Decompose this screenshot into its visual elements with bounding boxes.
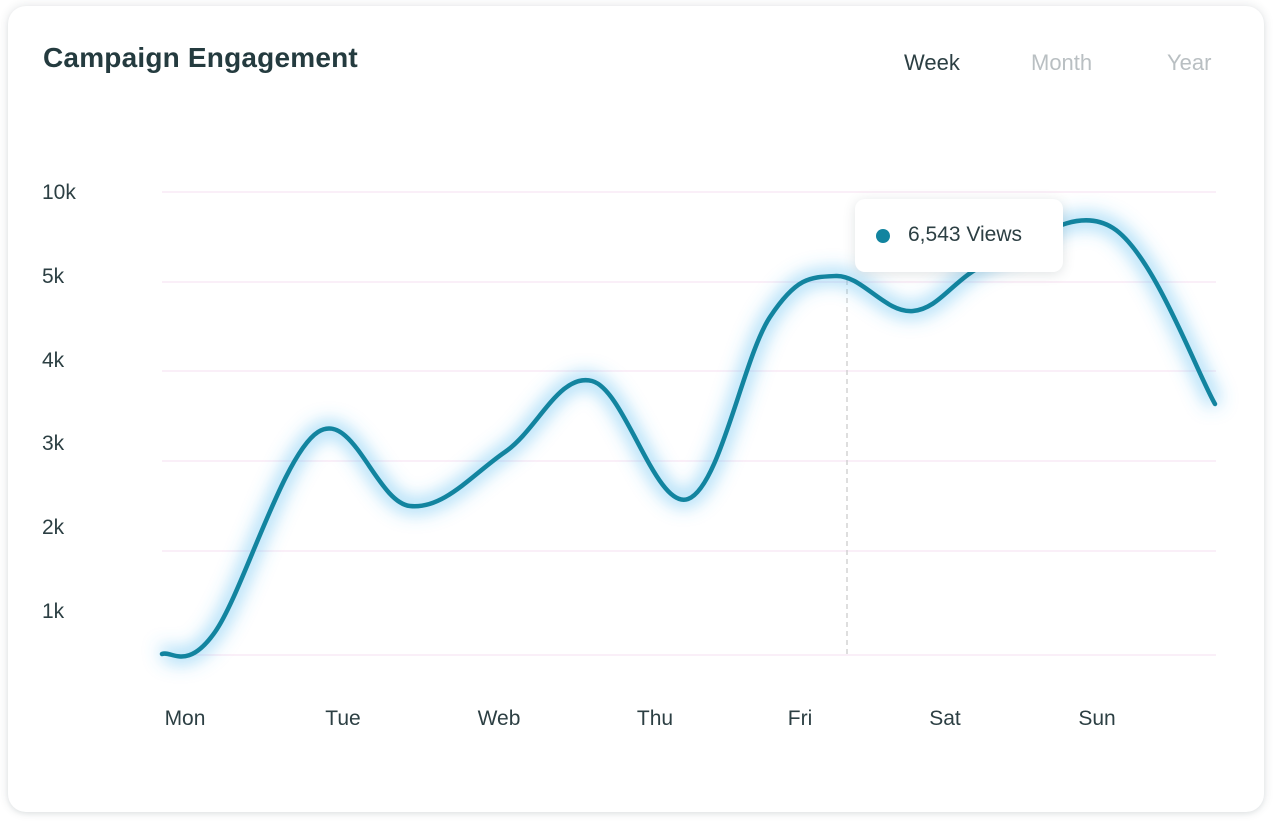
x-tick-label: Mon xyxy=(165,707,206,730)
chart-card xyxy=(8,6,1264,812)
y-tick-label: 10k xyxy=(42,181,76,204)
y-tick-label: 3k xyxy=(42,432,65,455)
tab-year[interactable]: Year xyxy=(1167,50,1212,75)
tab-month[interactable]: Month xyxy=(1031,50,1093,75)
x-tick-label: Web xyxy=(478,707,521,730)
y-tick-label: 5k xyxy=(42,265,65,288)
tooltip-dot-icon xyxy=(876,229,890,243)
tooltip-text: 6,543 Views xyxy=(908,223,1023,246)
series-line-glow xyxy=(159,213,1222,664)
y-tick-label: 2k xyxy=(42,516,65,539)
x-tick-label: Tue xyxy=(325,707,360,730)
x-tick-label: Fri xyxy=(788,707,813,730)
y-tick-label: 1k xyxy=(42,600,65,623)
tooltip: 6,543 Views xyxy=(855,199,1063,272)
x-tick-label: Sun xyxy=(1078,707,1115,730)
grid-lines xyxy=(162,191,1216,656)
x-tick-label: Sat xyxy=(929,707,961,730)
tab-week[interactable]: Week xyxy=(904,50,960,75)
x-axis-ticks: Mon Tue Web Thu Fri Sat Sun xyxy=(165,707,1116,730)
y-axis-ticks: 10k 5k 4k 3k 2k 1k xyxy=(42,181,76,623)
x-tick-label: Thu xyxy=(637,707,673,730)
y-tick-label: 4k xyxy=(42,349,65,372)
chart-title: Campaign Engagement xyxy=(43,42,358,73)
